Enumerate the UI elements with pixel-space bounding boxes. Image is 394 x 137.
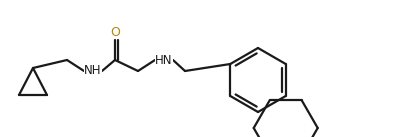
Text: O: O <box>110 25 120 38</box>
Text: NH: NH <box>84 65 102 78</box>
Text: HN: HN <box>155 54 173 66</box>
